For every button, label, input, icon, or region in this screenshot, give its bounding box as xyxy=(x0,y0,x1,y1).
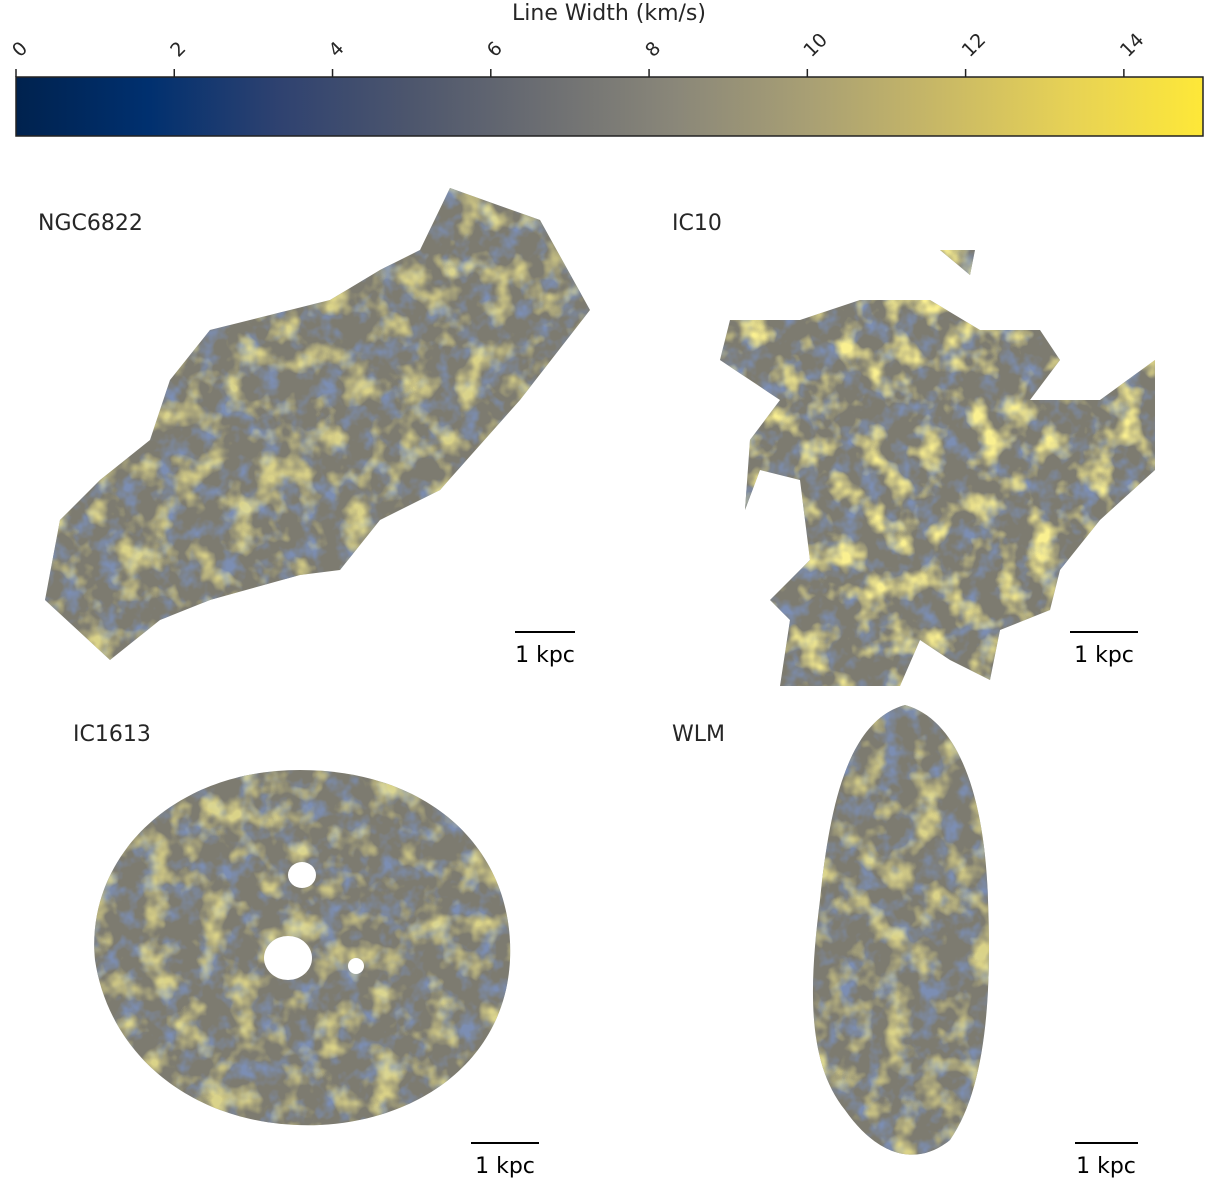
panel-name: IC1613 xyxy=(73,722,151,747)
tick-label: 14 xyxy=(1116,29,1149,62)
tick-label: 12 xyxy=(958,29,991,62)
map-texture xyxy=(812,705,990,1155)
scale-bar-label: 1 kpc xyxy=(515,643,575,668)
galaxy-map xyxy=(720,250,1155,686)
tick-label: 4 xyxy=(325,37,349,61)
map-hole xyxy=(348,958,364,974)
panel-name: WLM xyxy=(672,722,725,747)
tick-label: 2 xyxy=(166,37,190,61)
galaxy-map xyxy=(45,188,590,660)
galaxy-map xyxy=(812,705,990,1155)
map-hole xyxy=(288,862,316,888)
panel-name: NGC6822 xyxy=(38,211,143,236)
map-texture xyxy=(720,250,1155,686)
map-hole xyxy=(264,936,312,980)
panel-name: IC10 xyxy=(672,211,722,236)
colorbar-label: Line Width (km/s) xyxy=(512,1,706,26)
tick-label: 8 xyxy=(641,37,665,61)
scale-bar-label: 1 kpc xyxy=(1074,643,1134,668)
scale-bar-label: 1 kpc xyxy=(1076,1154,1136,1179)
tick-label: 10 xyxy=(799,29,832,62)
scale-bar-label: 1 kpc xyxy=(475,1154,535,1179)
galaxy-maps xyxy=(45,188,1155,1155)
tick-label: 0 xyxy=(8,37,32,61)
colorbar xyxy=(15,76,1204,137)
tick-label: 6 xyxy=(483,37,507,61)
map-texture xyxy=(45,188,590,660)
